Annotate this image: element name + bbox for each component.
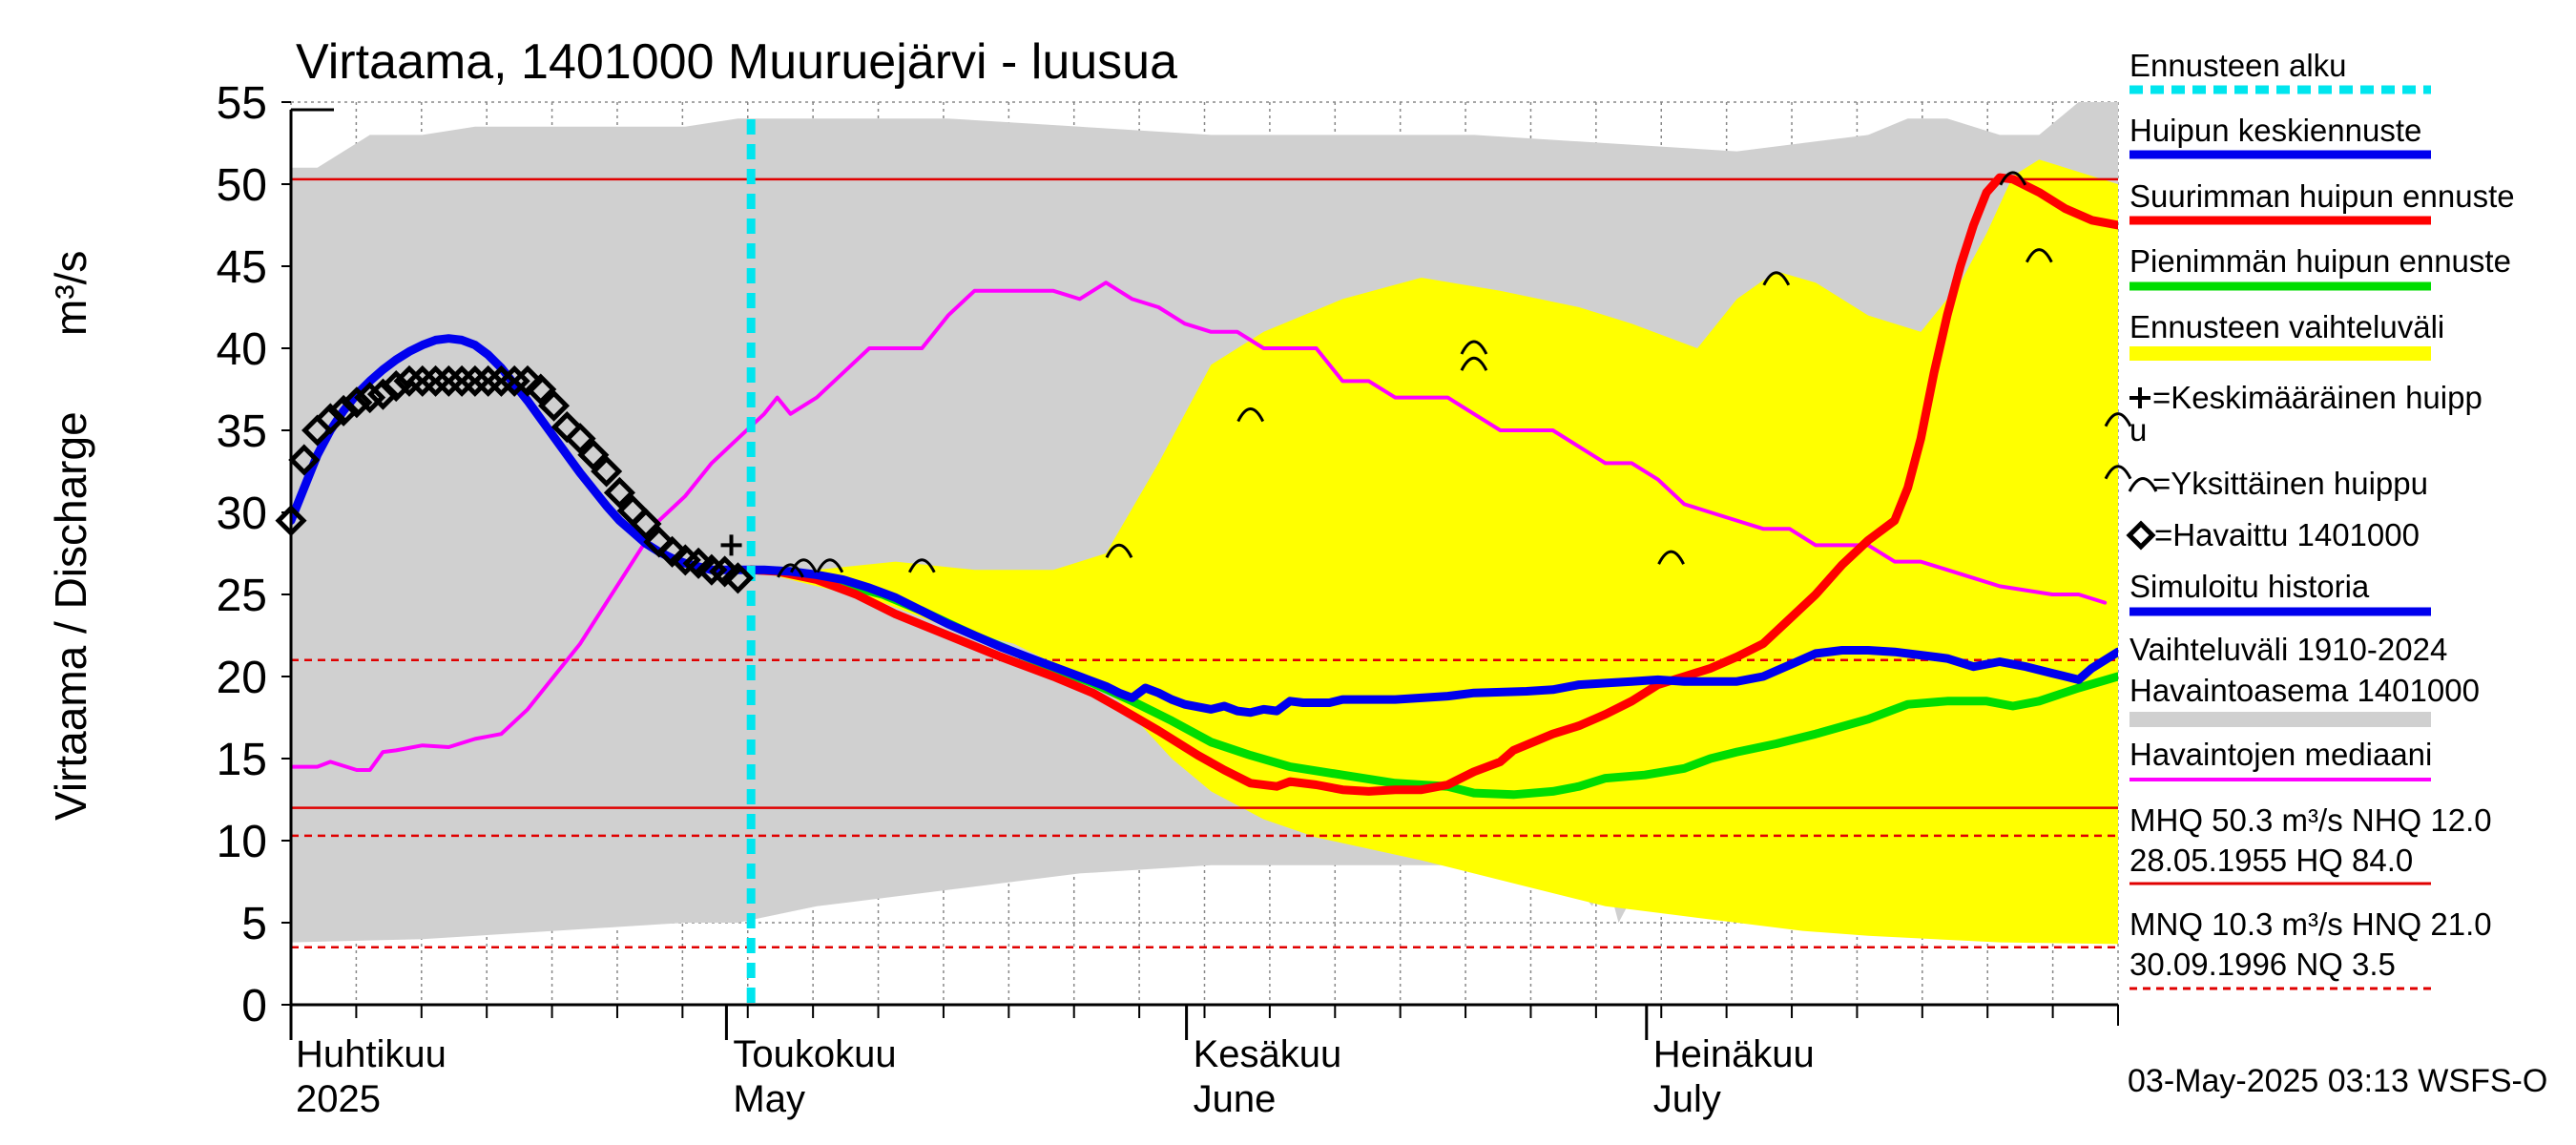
legend-max-peak-forecast: Suurimman huipun ennuste (2129, 178, 2515, 214)
observed-point (564, 423, 596, 455)
single-peak-marker (816, 558, 844, 573)
y-tick-label: 10 (217, 817, 267, 867)
single-peak-marker (1236, 407, 1265, 423)
observed-point (380, 370, 412, 403)
y-tick-label: 50 (217, 160, 267, 211)
y-tick-label: 55 (217, 78, 267, 129)
observed-point (721, 562, 754, 594)
y-tick-label: 40 (217, 324, 267, 375)
x-month-label: Heinäkuu (1653, 1033, 1815, 1075)
legend-mean-peak: =Keskimääräinen huipp (2152, 380, 2483, 415)
x-month-label: Huhtikuu (296, 1033, 447, 1075)
y-tick-label: 0 (241, 981, 267, 1031)
observed-point (630, 508, 662, 540)
legend-mean-peak-symbol (2129, 387, 2150, 408)
x-month-label: Kesäkuu (1194, 1033, 1342, 1075)
single-peak-marker (1999, 171, 2027, 186)
y-tick-label: 5 (241, 899, 267, 949)
y-tick-label: 45 (217, 242, 267, 293)
legend-single-peak: =Yksittäinen huippu (2152, 466, 2428, 501)
single-peak-marker (1105, 543, 1133, 558)
x-month-sublabel: June (1194, 1078, 1277, 1120)
observed-point (341, 386, 373, 419)
y-tick-label: 25 (217, 571, 267, 621)
observed-point (472, 364, 505, 397)
observed-point (354, 382, 386, 414)
y-tick-label: 30 (217, 489, 267, 539)
chart-title: Virtaama, 1401000 Muuruejärvi - luusua (296, 34, 1177, 90)
single-peak-marker (2104, 465, 2132, 480)
observed-point (288, 444, 321, 476)
legend-min-peak-forecast: Pienimmän huipun ennuste (2129, 243, 2511, 279)
legend-mean-peak-cont: u (2129, 412, 2147, 448)
y-tick-label: 20 (217, 653, 267, 703)
observed-point (498, 364, 530, 397)
observed-point (538, 389, 571, 422)
observed-point (591, 455, 623, 488)
single-peak-marker (2025, 248, 2053, 263)
y-tick-label: 15 (217, 735, 267, 785)
single-peak-marker (789, 558, 818, 573)
legend-hq: 28.05.1955 HQ 84.0 (2129, 843, 2413, 878)
x-month-label: Toukokuu (733, 1033, 896, 1075)
observed-point (446, 364, 478, 397)
observed-point (366, 378, 399, 410)
reference-lines (291, 177, 2118, 949)
x-month-sublabel: May (733, 1078, 805, 1120)
observed-point (511, 364, 544, 397)
observed-point (393, 364, 426, 397)
legend-simulated-history: Simuloitu historia (2129, 569, 2370, 604)
observed-point (432, 364, 465, 397)
legend-history-range: Vaihteluväli 1910-2024 (2129, 632, 2447, 667)
x-month-sublabel: 2025 (296, 1078, 381, 1120)
observed-point (406, 364, 439, 397)
x-month-sublabel: July (1653, 1078, 1721, 1120)
observed-point (655, 535, 689, 568)
legend-median: Havaintojen mediaani (2129, 737, 2432, 772)
legend-mean-peak-forecast: Huipun keskiennuste (2129, 113, 2421, 148)
y-ticks: 0 5 10 15 20 25 30 35 40 45 50 55 (217, 78, 291, 1031)
observed-point (577, 439, 610, 471)
single-peak-marker (777, 563, 804, 578)
observed-point (314, 403, 346, 435)
observed-point (459, 364, 491, 397)
observed-point (327, 394, 360, 427)
legend-single-peak-symbol (2128, 477, 2158, 492)
legend-forecast-start: Ennusteen alku (2129, 48, 2347, 83)
legend-forecast-range: Ennusteen vaihteluväli (2129, 309, 2444, 344)
legend-observed-symbol (2126, 520, 2156, 551)
observed-point (420, 364, 452, 397)
mean-peak-marker (720, 534, 742, 556)
legend-mnq-hnq: MNQ 10.3 m³/s HNQ 21.0 (2129, 906, 2492, 942)
observed-point (525, 373, 557, 406)
axes (289, 108, 2119, 1040)
single-peak-marker (1460, 340, 1488, 355)
single-peak-marker (1762, 271, 1791, 286)
single-peak-marker (2104, 412, 2132, 427)
y-axis-unit: m³/s (46, 251, 95, 336)
series-lines (291, 173, 2118, 800)
series-line-huipun-keskiennuste (746, 565, 2118, 718)
legend: Ennusteen alku Huipun keskiennuste Suurimm… (2126, 48, 2515, 990)
y-axis-label: Virtaama / Discharge (46, 411, 95, 821)
single-peak-marker (1460, 356, 1488, 371)
series-line-suurimman-huipun-ennuste (746, 173, 2118, 796)
observed-point (603, 476, 635, 509)
bands (291, 102, 2118, 945)
legend-forecast-range-swatch (2129, 346, 2431, 361)
legend-mhq-nhq: MHQ 50.3 m³/s NHQ 12.0 (2129, 802, 2492, 838)
legend-history-station: Havaintoasema 1401000 (2129, 673, 2480, 708)
observed-point (485, 364, 517, 397)
footer-timestamp: 03-May-2025 03:13 WSFS-O (2128, 1063, 2547, 1099)
legend-nq: 30.09.1996 NQ 3.5 (2129, 947, 2396, 982)
single-peak-marker (907, 558, 936, 573)
single-peak-marker (1657, 550, 1685, 565)
y-tick-label: 35 (217, 406, 267, 457)
series-line-havaintojen-mediaani (291, 281, 2108, 772)
legend-observed: =Havaittu 1401000 (2154, 517, 2420, 552)
legend-history-range-swatch (2129, 712, 2431, 727)
